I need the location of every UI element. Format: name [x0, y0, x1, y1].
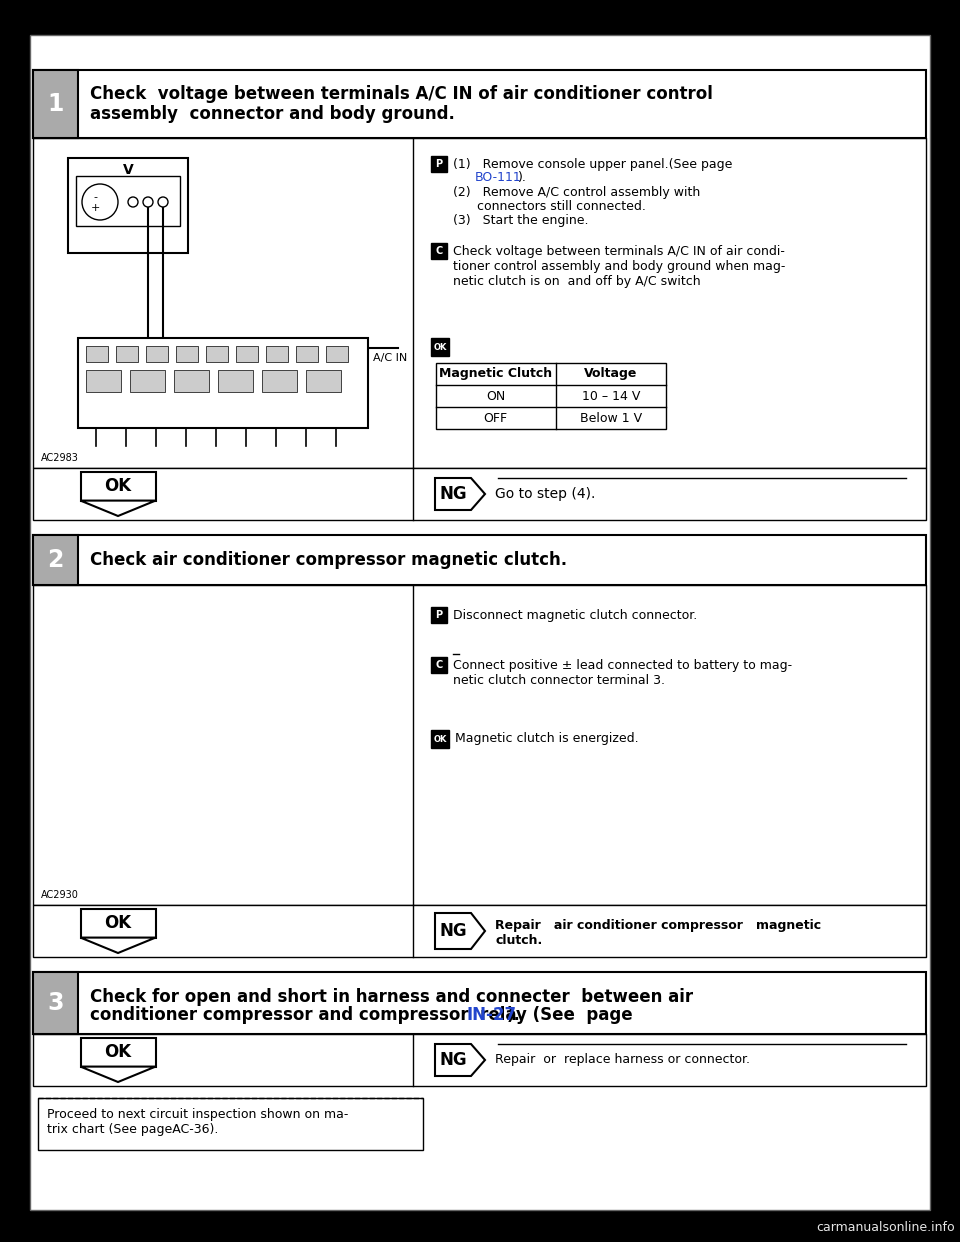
Text: OK: OK: [433, 343, 446, 351]
FancyBboxPatch shape: [306, 370, 341, 392]
Polygon shape: [435, 913, 485, 949]
FancyBboxPatch shape: [33, 468, 926, 520]
Text: ON: ON: [486, 390, 505, 402]
FancyBboxPatch shape: [176, 347, 198, 361]
FancyBboxPatch shape: [116, 347, 138, 361]
Text: Repair  or  replace harness or connector.: Repair or replace harness or connector.: [495, 1053, 750, 1067]
Polygon shape: [81, 501, 156, 515]
FancyBboxPatch shape: [262, 370, 297, 392]
FancyBboxPatch shape: [236, 347, 258, 361]
Text: Repair   air conditioner compressor   magnetic
clutch.: Repair air conditioner compressor magnet…: [495, 919, 821, 946]
Text: OK: OK: [105, 914, 132, 933]
Text: Check for open and short in harness and connecter  between air: Check for open and short in harness and …: [90, 987, 693, 1006]
FancyBboxPatch shape: [431, 338, 449, 356]
Text: Voltage: Voltage: [584, 368, 637, 380]
Text: OK: OK: [105, 1043, 132, 1062]
Text: +: +: [90, 202, 100, 212]
Text: Proceed to next circuit inspection shown on ma-
trix chart (See pageAC-36).: Proceed to next circuit inspection shown…: [47, 1108, 348, 1136]
FancyBboxPatch shape: [33, 535, 78, 585]
FancyBboxPatch shape: [68, 158, 188, 253]
Text: Below 1 V: Below 1 V: [580, 411, 642, 425]
FancyBboxPatch shape: [33, 972, 926, 1035]
Text: (2)   Remove A/C control assembly with: (2) Remove A/C control assembly with: [453, 186, 700, 199]
Text: P: P: [436, 610, 443, 620]
Text: NG: NG: [439, 1051, 467, 1069]
Text: Magnetic Clutch: Magnetic Clutch: [440, 368, 552, 380]
FancyBboxPatch shape: [266, 347, 288, 361]
Text: 3: 3: [47, 991, 63, 1015]
Text: 10 – 14 V: 10 – 14 V: [582, 390, 640, 402]
FancyBboxPatch shape: [431, 730, 449, 748]
FancyBboxPatch shape: [78, 338, 368, 428]
Text: C: C: [436, 246, 443, 256]
FancyBboxPatch shape: [81, 472, 156, 501]
FancyBboxPatch shape: [86, 370, 121, 392]
Text: C: C: [436, 660, 443, 669]
FancyBboxPatch shape: [76, 176, 180, 226]
Text: Check voltage between terminals A/C IN of air condi-
tioner control assembly and: Check voltage between terminals A/C IN o…: [453, 245, 785, 288]
FancyBboxPatch shape: [33, 905, 926, 958]
Text: OFF: OFF: [484, 411, 508, 425]
FancyBboxPatch shape: [81, 909, 156, 938]
Circle shape: [143, 197, 153, 207]
Text: V: V: [123, 163, 133, 178]
Text: ).: ).: [506, 1006, 520, 1023]
Text: carmanualsonline.info: carmanualsonline.info: [816, 1221, 955, 1235]
Polygon shape: [81, 938, 156, 953]
FancyBboxPatch shape: [206, 347, 228, 361]
Text: AC2983: AC2983: [41, 453, 79, 463]
Polygon shape: [81, 1067, 156, 1082]
Text: 2: 2: [47, 548, 63, 573]
Polygon shape: [435, 478, 485, 510]
Text: ).: ).: [518, 171, 527, 184]
FancyBboxPatch shape: [86, 347, 108, 361]
Text: Go to step (4).: Go to step (4).: [495, 487, 595, 501]
Text: A/C IN: A/C IN: [373, 353, 407, 363]
Text: OK: OK: [433, 734, 446, 744]
Text: connectors still connected.: connectors still connected.: [453, 200, 646, 212]
Text: OK: OK: [105, 477, 132, 496]
Circle shape: [82, 184, 118, 220]
Text: (1)   Remove console upper panel.(See page: (1) Remove console upper panel.(See page: [453, 158, 732, 171]
FancyBboxPatch shape: [33, 70, 926, 138]
Text: IN-27: IN-27: [467, 1006, 516, 1023]
Text: BO-111: BO-111: [475, 171, 521, 184]
FancyBboxPatch shape: [326, 347, 348, 361]
Text: conditioner compressor and compressor  relay (See  page: conditioner compressor and compressor re…: [90, 1006, 638, 1023]
Text: AC2930: AC2930: [41, 891, 79, 900]
FancyBboxPatch shape: [130, 370, 165, 392]
FancyBboxPatch shape: [33, 1035, 926, 1086]
Text: Check  voltage between terminals A/C IN of air conditioner control
assembly  con: Check voltage between terminals A/C IN o…: [90, 84, 713, 123]
Text: -: -: [93, 193, 97, 202]
FancyBboxPatch shape: [33, 585, 926, 905]
Text: Check air conditioner compressor magnetic clutch.: Check air conditioner compressor magneti…: [90, 551, 567, 569]
FancyBboxPatch shape: [33, 70, 78, 138]
FancyBboxPatch shape: [218, 370, 253, 392]
Text: (3)   Start the engine.: (3) Start the engine.: [453, 214, 588, 227]
Circle shape: [128, 197, 138, 207]
Text: 1: 1: [47, 92, 63, 116]
Text: P: P: [436, 159, 443, 169]
FancyBboxPatch shape: [33, 535, 926, 585]
Text: Disconnect magnetic clutch connector.: Disconnect magnetic clutch connector.: [453, 609, 697, 622]
FancyBboxPatch shape: [431, 607, 447, 623]
FancyBboxPatch shape: [30, 35, 930, 1210]
FancyBboxPatch shape: [33, 138, 926, 468]
Text: Connect positive ± lead connected to battery to mag-
netic clutch connector term: Connect positive ± lead connected to bat…: [453, 660, 792, 687]
Text: Magnetic clutch is energized.: Magnetic clutch is energized.: [455, 732, 638, 745]
Circle shape: [158, 197, 168, 207]
FancyBboxPatch shape: [146, 347, 168, 361]
FancyBboxPatch shape: [436, 363, 666, 428]
FancyBboxPatch shape: [33, 972, 78, 1035]
FancyBboxPatch shape: [431, 156, 447, 171]
FancyBboxPatch shape: [81, 1038, 156, 1067]
Text: NG: NG: [439, 922, 467, 940]
FancyBboxPatch shape: [38, 1098, 423, 1150]
Polygon shape: [435, 1045, 485, 1076]
FancyBboxPatch shape: [174, 370, 209, 392]
Text: NG: NG: [439, 484, 467, 503]
FancyBboxPatch shape: [431, 657, 447, 673]
FancyBboxPatch shape: [431, 243, 447, 260]
FancyBboxPatch shape: [296, 347, 318, 361]
